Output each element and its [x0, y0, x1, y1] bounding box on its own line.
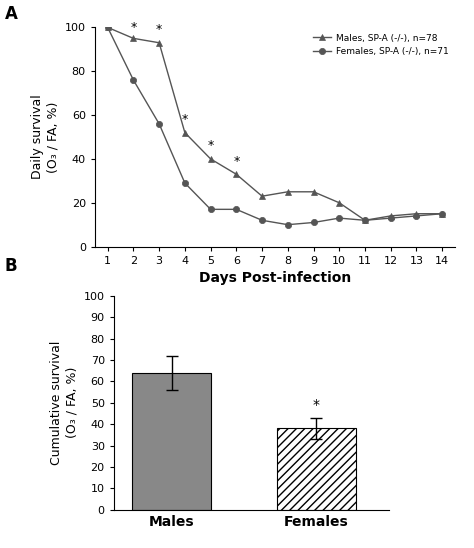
Males, SP-A (-/-), n=78: [208, 156, 213, 162]
Females, SP-A (-/-), n=71: [259, 217, 265, 224]
Females, SP-A (-/-), n=71: [130, 77, 136, 83]
Males, SP-A (-/-), n=78: [182, 129, 188, 136]
X-axis label: Days Post-infection: Days Post-infection: [199, 271, 351, 285]
Text: *: *: [313, 398, 320, 413]
Text: *: *: [130, 21, 137, 34]
Males, SP-A (-/-), n=78: [285, 189, 291, 195]
Females, SP-A (-/-), n=71: [105, 24, 110, 31]
Females, SP-A (-/-), n=71: [362, 217, 368, 224]
Females, SP-A (-/-), n=71: [285, 221, 291, 228]
Line: Females, SP-A (-/-), n=71: Females, SP-A (-/-), n=71: [105, 24, 445, 228]
Females, SP-A (-/-), n=71: [337, 215, 342, 221]
Females, SP-A (-/-), n=71: [208, 206, 213, 213]
Males, SP-A (-/-), n=78: [234, 171, 239, 178]
Bar: [276, 429, 356, 510]
Y-axis label: Cumulative survival
(O₃ / FA, %): Cumulative survival (O₃ / FA, %): [50, 341, 78, 465]
Text: B: B: [5, 257, 18, 275]
Females, SP-A (-/-), n=71: [156, 121, 162, 127]
Females, SP-A (-/-), n=71: [439, 210, 445, 217]
Females, SP-A (-/-), n=71: [414, 213, 419, 219]
Text: A: A: [5, 5, 18, 23]
Text: *: *: [182, 113, 188, 126]
Males, SP-A (-/-), n=78: [310, 189, 316, 195]
Text: *: *: [156, 23, 162, 36]
Females, SP-A (-/-), n=71: [388, 215, 393, 221]
Males, SP-A (-/-), n=78: [105, 24, 110, 31]
Text: *: *: [233, 155, 239, 168]
Y-axis label: Daily survival
(O₃ / FA, %): Daily survival (O₃ / FA, %): [31, 95, 59, 179]
Females, SP-A (-/-), n=71: [182, 180, 188, 186]
Males, SP-A (-/-), n=78: [388, 213, 393, 219]
Males, SP-A (-/-), n=78: [439, 210, 445, 217]
Females, SP-A (-/-), n=71: [234, 206, 239, 213]
Text: *: *: [208, 139, 214, 152]
Males, SP-A (-/-), n=78: [259, 193, 265, 199]
Males, SP-A (-/-), n=78: [156, 39, 162, 46]
Males, SP-A (-/-), n=78: [414, 210, 419, 217]
Males, SP-A (-/-), n=78: [362, 217, 368, 224]
Line: Males, SP-A (-/-), n=78: Males, SP-A (-/-), n=78: [105, 24, 445, 224]
Bar: [132, 373, 211, 510]
Males, SP-A (-/-), n=78: [130, 35, 136, 42]
Males, SP-A (-/-), n=78: [337, 199, 342, 206]
Legend: Males, SP-A (-/-), n=78, Females, SP-A (-/-), n=71: Males, SP-A (-/-), n=78, Females, SP-A (…: [311, 32, 450, 58]
Females, SP-A (-/-), n=71: [310, 219, 316, 226]
